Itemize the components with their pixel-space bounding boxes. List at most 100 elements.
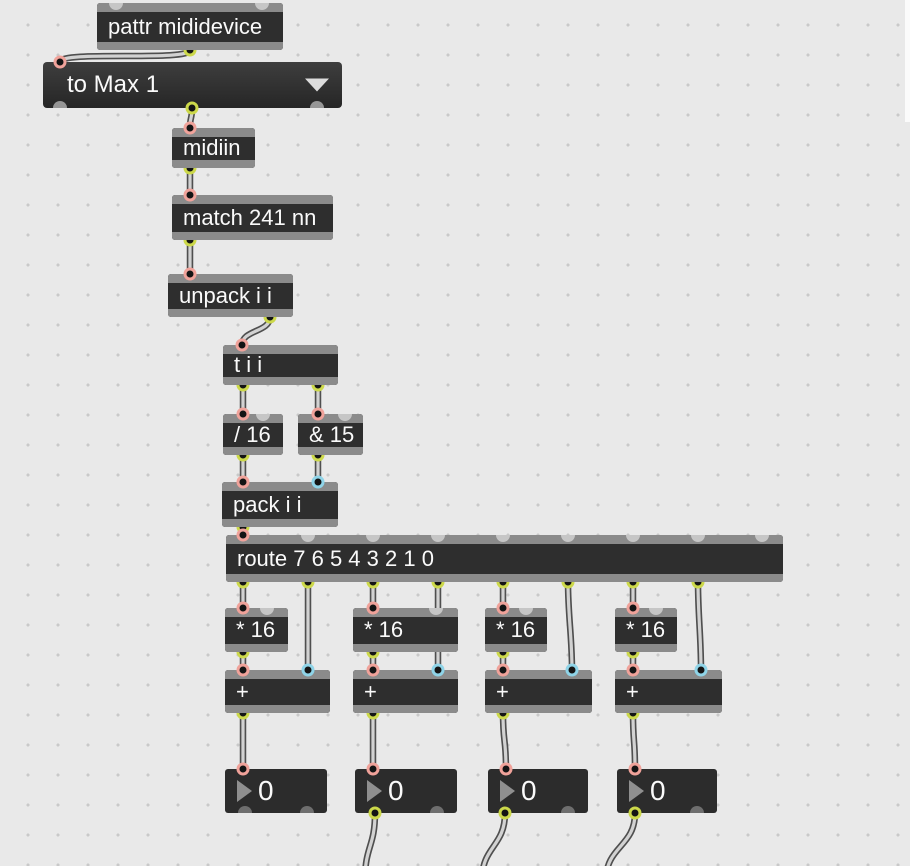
inlet-unconnected[interactable] (429, 608, 443, 615)
outlet-unconnected[interactable] (690, 806, 704, 813)
inlet-unconnected[interactable] (431, 535, 445, 542)
outlet[interactable] (236, 575, 250, 589)
inlet-hot[interactable] (496, 663, 510, 677)
outlet[interactable] (366, 575, 380, 589)
outlet[interactable] (626, 645, 640, 659)
inlet-unconnected[interactable] (366, 535, 380, 542)
outlet[interactable] (431, 575, 445, 589)
object-box-mul4[interactable]: * 16 (615, 601, 677, 659)
object-box-unpack[interactable]: unpack i i (168, 267, 293, 324)
outlet-unconnected[interactable] (181, 310, 195, 317)
dropdown-umenu[interactable]: to Max 1 (43, 55, 342, 115)
object-box-match[interactable]: match 241 nn (172, 188, 333, 247)
outlet[interactable] (691, 575, 705, 589)
object-box-add2[interactable]: + (353, 663, 458, 720)
object-box-bitand[interactable]: & 15 (298, 407, 363, 462)
inlet-cold[interactable] (694, 663, 708, 677)
inlet-hot[interactable] (311, 407, 325, 421)
patch-cord[interactable] (56, 46, 194, 66)
number-box-4[interactable]: 0 (617, 762, 717, 820)
outlet-unconnected[interactable] (430, 806, 444, 813)
object-box-divide[interactable]: / 16 (223, 407, 283, 462)
outlet[interactable] (561, 575, 575, 589)
inlet-hot[interactable] (53, 55, 67, 69)
inlet-hot[interactable] (366, 601, 380, 615)
patch-cord[interactable] (604, 809, 639, 866)
object-box-pack[interactable]: pack i i (222, 475, 338, 534)
outlet-unconnected[interactable] (310, 101, 324, 108)
inlet-cold[interactable] (311, 475, 325, 489)
inlet-unconnected[interactable] (255, 3, 269, 10)
patch-cord[interactable] (499, 709, 510, 773)
inlet-unconnected[interactable] (626, 535, 640, 542)
inlet-cold[interactable] (301, 663, 315, 677)
object-box-add4[interactable]: + (615, 663, 722, 720)
outlet[interactable] (368, 806, 382, 820)
inlet-hot[interactable] (236, 475, 250, 489)
outlet[interactable] (496, 645, 510, 659)
outlet[interactable] (236, 706, 250, 720)
inlet-unconnected[interactable] (561, 535, 575, 542)
outlet[interactable] (183, 161, 197, 175)
inlet-unconnected[interactable] (109, 3, 123, 10)
inlet-hot[interactable] (628, 762, 642, 776)
outlet[interactable] (236, 448, 250, 462)
outlet-unconnected[interactable] (561, 806, 575, 813)
inlet-unconnected[interactable] (496, 535, 510, 542)
object-box-midiin[interactable]: midiin (172, 121, 255, 175)
outlet-unconnected[interactable] (53, 101, 67, 108)
outlet[interactable] (236, 378, 250, 392)
object-box-add3[interactable]: + (485, 663, 592, 720)
object-box-pattr[interactable]: pattr mididevice (97, 3, 283, 57)
patch-cord[interactable] (362, 809, 379, 866)
patch-cord[interactable] (629, 709, 639, 773)
outlet[interactable] (498, 806, 512, 820)
inlet-hot[interactable] (366, 762, 380, 776)
object-box-add1[interactable]: + (225, 663, 330, 720)
inlet-unconnected[interactable] (649, 608, 663, 615)
inlet-hot[interactable] (499, 762, 513, 776)
outlet[interactable] (626, 575, 640, 589)
inlet-hot[interactable] (236, 601, 250, 615)
inlet-hot[interactable] (183, 188, 197, 202)
inlet-hot[interactable] (183, 121, 197, 135)
inlet-unconnected[interactable] (755, 535, 769, 542)
outlet[interactable] (628, 806, 642, 820)
inlet-hot[interactable] (496, 601, 510, 615)
inlet-unconnected[interactable] (256, 414, 270, 421)
object-box-trigger[interactable]: t i i (223, 338, 338, 392)
outlet[interactable] (626, 706, 640, 720)
inlet-hot[interactable] (183, 267, 197, 281)
outlet[interactable] (496, 575, 510, 589)
inlet-hot[interactable] (626, 663, 640, 677)
number-box-3[interactable]: 0 (488, 762, 588, 820)
number-box-2[interactable]: 0 (355, 762, 457, 820)
outlet-unconnected[interactable] (755, 575, 769, 582)
number-box-1[interactable]: 0 (225, 762, 327, 813)
inlet-unconnected[interactable] (691, 535, 705, 542)
inlet-unconnected[interactable] (301, 535, 315, 542)
inlet-hot[interactable] (236, 528, 250, 542)
outlet[interactable] (185, 101, 199, 115)
outlet[interactable] (183, 233, 197, 247)
inlet-hot[interactable] (236, 762, 250, 776)
inlet-cold[interactable] (431, 663, 445, 677)
object-box-mul2[interactable]: * 16 (353, 601, 458, 659)
inlet-hot[interactable] (235, 338, 249, 352)
inlet-unconnected[interactable] (338, 414, 352, 421)
patch-cord[interactable] (480, 809, 509, 866)
inlet-hot[interactable] (236, 407, 250, 421)
inlet-cold[interactable] (565, 663, 579, 677)
inlet-unconnected[interactable] (260, 608, 274, 615)
inlet-hot[interactable] (626, 601, 640, 615)
inlet-hot[interactable] (236, 663, 250, 677)
object-box-mul1[interactable]: * 16 (225, 601, 288, 659)
outlet[interactable] (236, 645, 250, 659)
outlet[interactable] (301, 575, 315, 589)
inlet-hot[interactable] (366, 663, 380, 677)
outlet[interactable] (496, 706, 510, 720)
outlet-unconnected[interactable] (300, 806, 314, 813)
outlet[interactable] (311, 448, 325, 462)
outlet-unconnected[interactable] (256, 43, 270, 50)
outlet[interactable] (263, 310, 277, 324)
